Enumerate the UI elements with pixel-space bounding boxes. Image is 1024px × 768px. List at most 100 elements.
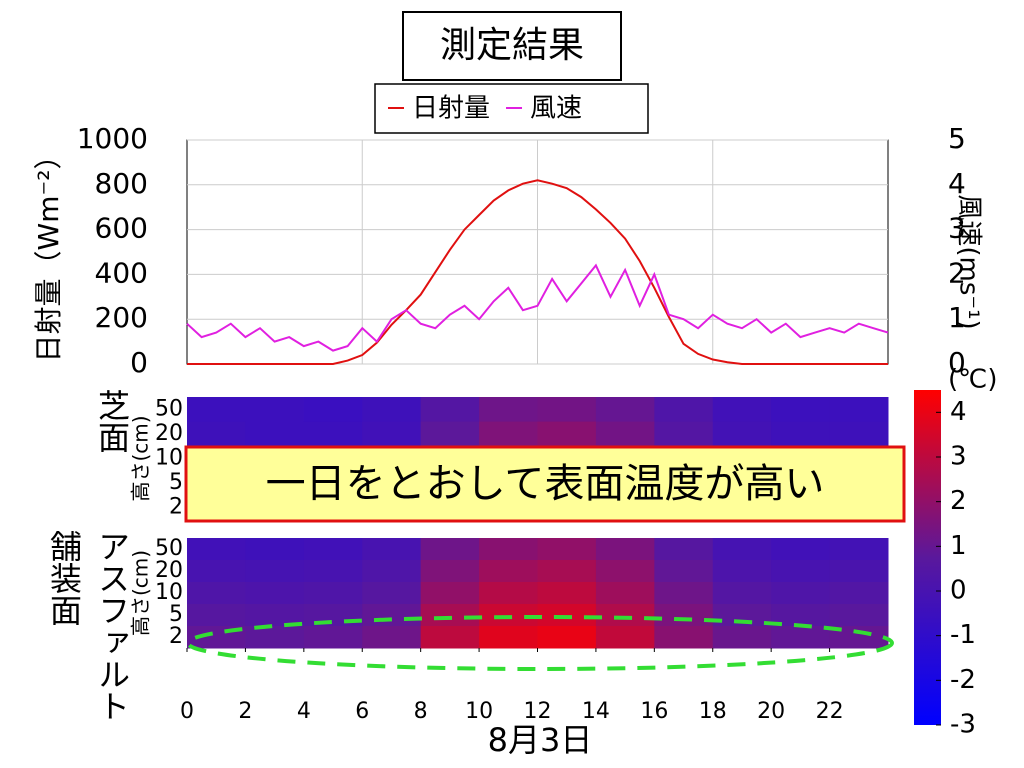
heat-cell xyxy=(771,560,831,583)
heat-cell xyxy=(303,626,363,649)
y2-tick-label: 2 xyxy=(948,256,966,289)
heat-cell xyxy=(362,604,422,627)
heat-cell xyxy=(595,421,655,447)
heat-cell xyxy=(420,421,480,447)
heat-cell xyxy=(420,582,480,605)
x-tick-label: 22 xyxy=(816,699,844,724)
heat-cell xyxy=(771,421,831,447)
legend-label: 日射量 xyxy=(412,94,490,124)
heat-cell xyxy=(829,604,889,627)
heat-cell xyxy=(362,626,422,649)
heat-cell xyxy=(712,560,772,583)
heat-cell xyxy=(595,560,655,583)
heat-cell xyxy=(654,397,714,423)
heat-cell xyxy=(362,421,422,447)
y2-axis-label: 風速(ms⁻¹) xyxy=(954,194,984,329)
x-tick-label: 16 xyxy=(640,699,668,724)
x-tick-label: 4 xyxy=(297,699,311,724)
heat-cell xyxy=(479,538,538,561)
y-tick-label: 200 xyxy=(95,301,148,334)
heat-cell xyxy=(595,604,655,627)
y-axis-label: 日射量（Wm⁻²） xyxy=(32,142,65,363)
heat-cell xyxy=(712,604,772,627)
colorbar-tick-label: 1 xyxy=(950,531,967,561)
annotation-box xyxy=(184,445,906,523)
heat-cell xyxy=(245,421,305,447)
heat-cell xyxy=(187,582,246,605)
row-label: 20 xyxy=(155,421,183,446)
heat-cell xyxy=(362,582,422,605)
x-tick-label: 18 xyxy=(699,699,727,724)
surface-label: 舗装面 xyxy=(45,530,83,626)
heat-cell xyxy=(712,397,772,423)
series-line xyxy=(186,263,889,352)
x-tick-label: 2 xyxy=(238,699,252,724)
heat-cell xyxy=(303,421,363,447)
heat-cell xyxy=(420,538,480,561)
heat-cell xyxy=(187,421,246,447)
heat-cell xyxy=(187,560,246,583)
heat-cell xyxy=(479,560,538,583)
heat-cell xyxy=(595,538,655,561)
heat-cell xyxy=(829,538,889,561)
heat-cell xyxy=(303,582,363,605)
y2-tick-label: 4 xyxy=(948,167,966,200)
heat-cell xyxy=(362,397,422,423)
heat-cell xyxy=(829,582,889,605)
colorbar-tick-label: 4 xyxy=(950,397,967,427)
y-tick-label: 600 xyxy=(95,212,148,245)
row-label: 2 xyxy=(169,495,183,520)
surface-label: 芝面 xyxy=(93,389,131,453)
heat-cell xyxy=(245,538,305,561)
colorbar-tick-label: -2 xyxy=(950,665,976,695)
heat-cell xyxy=(537,538,597,561)
row-label: 2 xyxy=(169,624,183,649)
heat-cell xyxy=(654,604,714,627)
row-label: 50 xyxy=(155,536,183,561)
heat-cell xyxy=(771,604,831,627)
y-tick-label: 0 xyxy=(130,346,148,379)
heat-cell xyxy=(303,604,363,627)
y-tick-label: 400 xyxy=(95,256,148,289)
heat-cell xyxy=(245,582,305,605)
x-tick-label: 8 xyxy=(414,699,428,724)
colorbar xyxy=(914,390,941,725)
heat-cell xyxy=(245,604,305,627)
heat-cell xyxy=(829,421,889,447)
heat-cell xyxy=(187,604,246,627)
colorbar-unit: (℃) xyxy=(948,365,998,395)
heat-cell xyxy=(654,626,714,649)
heat-cell xyxy=(712,538,772,561)
y2-tick-label: 0 xyxy=(948,346,966,379)
heat-cell xyxy=(420,604,480,627)
x-axis-label: 8月3日 xyxy=(488,721,593,759)
row-label: 10 xyxy=(155,580,183,605)
heat-cell xyxy=(771,397,831,423)
heat-cell xyxy=(303,397,363,423)
heat-cell xyxy=(362,538,422,561)
heat-cell xyxy=(771,582,831,605)
heat-cell xyxy=(595,397,655,423)
heat-cell xyxy=(420,397,480,423)
y2-tick-label: 1 xyxy=(948,301,966,334)
annotation: 一日をとおして表面温度が高い xyxy=(266,461,825,507)
heat-cell xyxy=(654,582,714,605)
heat-cell xyxy=(829,397,889,423)
heat-cell xyxy=(771,626,831,649)
y2-tick-label: 5 xyxy=(948,122,966,155)
row-label: 50 xyxy=(155,396,183,421)
row-label: 5 xyxy=(169,602,183,627)
heat-cell xyxy=(245,397,305,423)
legend-label: 風速 xyxy=(530,94,582,124)
x-tick-label: 20 xyxy=(757,699,785,724)
heat-cell xyxy=(595,582,655,605)
y-tick-label: 1000 xyxy=(77,122,148,155)
heat-cell xyxy=(537,421,597,447)
row-label: 20 xyxy=(155,558,183,583)
colorbar-tick-label: 2 xyxy=(950,486,967,516)
heat-cell xyxy=(654,538,714,561)
heat-cell xyxy=(595,626,655,649)
heat-cell xyxy=(420,560,480,583)
